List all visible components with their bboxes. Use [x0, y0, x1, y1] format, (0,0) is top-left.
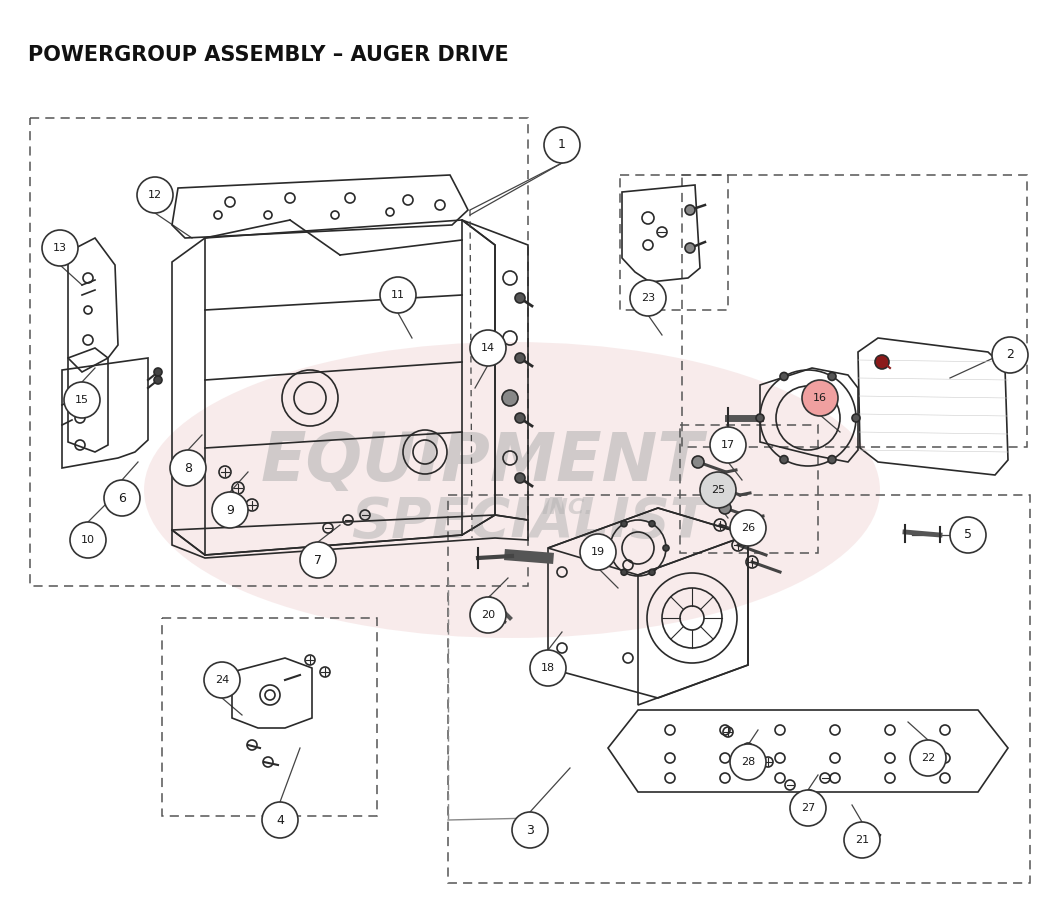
- Text: 14: 14: [480, 343, 495, 353]
- Circle shape: [154, 376, 162, 384]
- Text: 12: 12: [148, 190, 162, 200]
- Text: EQUIPMENT: EQUIPMENT: [260, 429, 704, 495]
- Circle shape: [470, 597, 506, 633]
- Text: 23: 23: [641, 293, 655, 303]
- Circle shape: [512, 812, 548, 848]
- Circle shape: [212, 492, 248, 528]
- Circle shape: [992, 337, 1028, 373]
- Text: 10: 10: [81, 535, 95, 545]
- Text: 11: 11: [391, 290, 405, 300]
- Circle shape: [137, 177, 173, 213]
- Circle shape: [710, 427, 746, 463]
- Text: 18: 18: [541, 663, 555, 673]
- Circle shape: [719, 502, 731, 514]
- Bar: [620, 175, 728, 310]
- Text: 9: 9: [227, 503, 234, 517]
- Circle shape: [380, 277, 416, 313]
- Bar: [682, 175, 1027, 447]
- Circle shape: [544, 127, 580, 163]
- Circle shape: [154, 368, 162, 376]
- Text: 19: 19: [591, 547, 605, 557]
- Circle shape: [700, 472, 736, 508]
- Circle shape: [663, 545, 669, 551]
- Circle shape: [706, 479, 718, 491]
- Circle shape: [802, 380, 838, 416]
- Text: INC.: INC.: [541, 498, 593, 518]
- Circle shape: [515, 293, 524, 303]
- Text: SPECIALIST: SPECIALIST: [351, 495, 708, 549]
- Circle shape: [649, 520, 655, 527]
- Circle shape: [844, 822, 880, 858]
- Circle shape: [470, 330, 506, 366]
- Bar: [30, 118, 528, 586]
- Circle shape: [730, 744, 766, 780]
- Text: 28: 28: [741, 757, 755, 767]
- Text: 5: 5: [964, 529, 972, 541]
- Circle shape: [170, 450, 206, 486]
- Text: 6: 6: [119, 492, 126, 504]
- Circle shape: [515, 353, 524, 363]
- Circle shape: [621, 520, 627, 527]
- Circle shape: [515, 473, 524, 483]
- Circle shape: [515, 413, 524, 423]
- Circle shape: [104, 480, 140, 516]
- Circle shape: [607, 545, 613, 551]
- Circle shape: [64, 382, 100, 418]
- Text: 22: 22: [921, 753, 935, 763]
- Circle shape: [649, 569, 655, 575]
- Circle shape: [780, 373, 788, 381]
- Circle shape: [502, 390, 518, 406]
- Text: 24: 24: [215, 675, 229, 685]
- Text: 8: 8: [184, 462, 192, 474]
- Circle shape: [790, 790, 826, 826]
- Circle shape: [685, 243, 695, 253]
- Text: POWERGROUP ASSEMBLY – AUGER DRIVE: POWERGROUP ASSEMBLY – AUGER DRIVE: [28, 45, 509, 65]
- Circle shape: [262, 802, 298, 838]
- Text: 17: 17: [721, 440, 735, 450]
- Circle shape: [780, 456, 788, 464]
- Circle shape: [300, 542, 336, 578]
- Ellipse shape: [144, 342, 880, 638]
- Circle shape: [909, 740, 946, 776]
- Text: 2: 2: [1006, 348, 1014, 362]
- Text: 13: 13: [53, 243, 67, 253]
- Circle shape: [828, 456, 836, 464]
- Circle shape: [42, 230, 78, 266]
- Text: 21: 21: [855, 835, 869, 845]
- Circle shape: [621, 569, 627, 575]
- Text: 20: 20: [480, 610, 495, 620]
- Text: 26: 26: [741, 523, 755, 533]
- Text: 3: 3: [526, 824, 534, 836]
- Text: 25: 25: [711, 485, 725, 495]
- Bar: [680, 425, 818, 553]
- Text: 1: 1: [558, 139, 566, 152]
- Bar: [448, 495, 1030, 883]
- Circle shape: [828, 373, 836, 381]
- Circle shape: [630, 280, 666, 316]
- Circle shape: [756, 414, 764, 422]
- Circle shape: [852, 414, 860, 422]
- Circle shape: [530, 650, 566, 686]
- Circle shape: [875, 355, 889, 369]
- Circle shape: [580, 534, 616, 570]
- Text: 15: 15: [74, 395, 89, 405]
- Text: 7: 7: [314, 554, 322, 566]
- Circle shape: [730, 510, 766, 546]
- Bar: [162, 618, 377, 816]
- Text: 27: 27: [800, 803, 815, 813]
- Circle shape: [950, 517, 986, 553]
- Text: 4: 4: [276, 814, 284, 826]
- Circle shape: [204, 662, 240, 698]
- Circle shape: [70, 522, 106, 558]
- Circle shape: [692, 456, 704, 468]
- Circle shape: [685, 205, 695, 215]
- Text: 16: 16: [813, 393, 827, 403]
